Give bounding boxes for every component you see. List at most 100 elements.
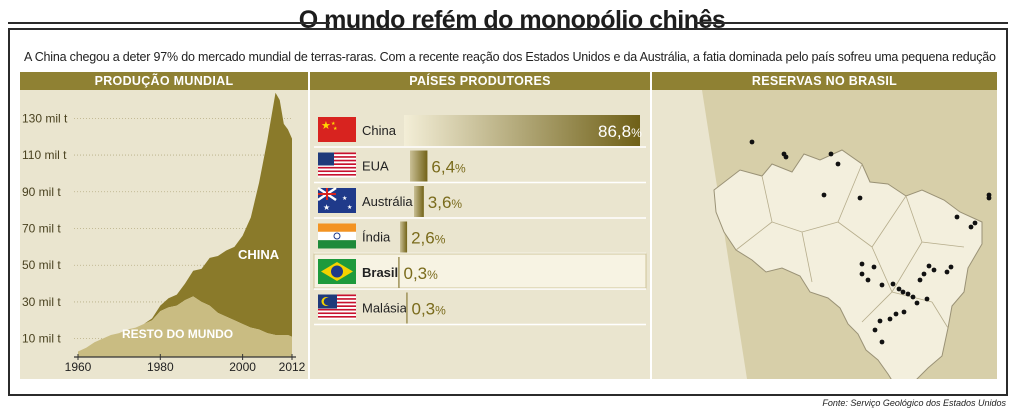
svg-text:★: ★	[323, 203, 330, 212]
reserve-point	[968, 224, 974, 230]
bar-shade	[410, 150, 428, 182]
y-tick-label: 50 mil t	[22, 258, 61, 272]
map-diagonal-stripe	[652, 90, 747, 379]
country-row	[313, 253, 647, 289]
svg-text:★: ★	[342, 195, 347, 202]
title-rule-left	[8, 22, 330, 24]
countries-bar-chart: ★ ★★ China 86,8%EUA 6,4%★★★ Austrália 3,6%Índi…	[313, 115, 647, 326]
reserve-point	[944, 269, 950, 275]
bar	[410, 150, 428, 182]
value-label: 6,4%	[431, 158, 466, 177]
y-tick-label: 10 mil t	[22, 332, 61, 346]
y-tick-label: 90 mil t	[22, 185, 61, 199]
reserve-point	[948, 264, 954, 270]
brazil-outline	[713, 149, 983, 379]
reserve-point	[954, 214, 960, 220]
reserve-point	[828, 151, 834, 157]
reserve-point	[859, 261, 865, 267]
y-tick-label: 130 mil t	[22, 111, 68, 125]
reserve-point	[872, 327, 878, 333]
reserve-point	[926, 263, 932, 269]
svg-text:★: ★	[347, 204, 352, 211]
value-unit: %	[427, 268, 438, 282]
usa-flag-icon	[318, 152, 356, 178]
reserve-point	[871, 264, 877, 270]
reserve-point	[914, 300, 920, 306]
value-label: 0,3%	[412, 300, 447, 319]
production-area-chart: 10 mil t 30 mil t 50 mil t 70 mil t 90 mil t…	[22, 92, 306, 374]
value-number: 3,6	[428, 193, 452, 212]
reserve-point	[924, 296, 930, 302]
value-number: 6,4	[431, 158, 455, 177]
bar	[406, 292, 408, 324]
value-label: 2,6%	[411, 229, 446, 248]
svg-text:★: ★	[331, 121, 336, 127]
reserve-point	[900, 289, 906, 295]
value-unit: %	[455, 162, 466, 176]
value-unit: %	[435, 233, 446, 247]
reserves-panel: RESERVAS NO BRASIL	[652, 72, 997, 379]
bar	[398, 257, 400, 288]
country-label: Índia	[362, 230, 391, 245]
production-panel: PRODUÇÃO MUNDIAL 10 mil t 30 mil t 50 mil …	[20, 72, 308, 379]
x-tick-label: 1980	[147, 360, 174, 374]
bar	[414, 186, 424, 217]
value-number: 0,3	[412, 300, 436, 319]
reserves-panel-title: RESERVAS NO BRASIL	[652, 72, 997, 90]
rest-of-world-area	[78, 296, 292, 357]
reserve-point	[921, 271, 927, 277]
rest-area-label: RESTO DO MUNDO	[122, 327, 233, 341]
svg-text:★: ★	[333, 126, 338, 132]
reserve-point	[890, 281, 896, 287]
country-label: Brasil	[362, 265, 398, 280]
bar-shade	[400, 221, 408, 253]
value-label: 86,8%	[598, 122, 642, 141]
reserve-point	[783, 154, 789, 160]
country-label: Austrália	[362, 194, 413, 209]
value-label: 0,3%	[404, 264, 439, 283]
state-borders	[735, 163, 965, 329]
reserve-point	[877, 318, 883, 324]
reserve-point	[821, 192, 827, 198]
value-unit: %	[435, 304, 446, 318]
reserve-point	[931, 267, 937, 273]
reserve-point	[972, 220, 978, 226]
reserve-point	[879, 282, 885, 288]
y-tick-label: 30 mil t	[22, 295, 61, 309]
brazil-map	[652, 90, 992, 379]
x-tick-label: 1960	[65, 360, 92, 374]
x-tick-label: 2000	[229, 360, 256, 374]
bar-shade	[398, 257, 400, 288]
reserve-point	[917, 277, 923, 283]
bar	[400, 221, 408, 253]
y-tick-label: 110 mil t	[22, 148, 67, 162]
reserve-point	[879, 339, 885, 345]
value-number: 2,6	[411, 229, 435, 248]
china-area	[78, 92, 292, 352]
svg-text:★: ★	[321, 120, 331, 132]
india-flag-icon	[318, 223, 356, 249]
reserve-point	[986, 195, 992, 201]
value-unit: %	[451, 197, 462, 211]
production-panel-title: PRODUÇÃO MUNDIAL	[20, 72, 308, 90]
china-area-label: CHINA	[238, 247, 280, 262]
y-tick-label: 70 mil t	[22, 222, 61, 236]
title-rule-right	[694, 22, 1008, 24]
value-number: 0,3	[404, 264, 428, 283]
value-number: 86,8	[598, 122, 631, 141]
reserve-point	[859, 271, 865, 277]
malaysia-flag-icon	[318, 294, 356, 320]
bar-shade	[414, 186, 424, 217]
country-label: Malásia	[362, 301, 408, 316]
country-label: China	[362, 123, 397, 138]
reserve-point	[893, 311, 899, 317]
source-note: Fonte: Serviço Geológico dos Estados Uni…	[822, 398, 1006, 408]
value-label: 3,6%	[428, 193, 463, 212]
reserve-point	[749, 139, 755, 145]
countries-panel-title: PAÍSES PRODUTORES	[310, 72, 650, 90]
china-flag-icon: ★ ★★	[318, 117, 356, 142]
subtitle: A China chegou a deter 97% do mercado mu…	[24, 50, 996, 64]
brazil-flag-icon	[318, 259, 356, 284]
reserve-point	[910, 294, 916, 300]
countries-panel: PAÍSES PRODUTORES ★ ★ ★ China 86,8% EUA 6,4% ★ ★…	[310, 72, 650, 379]
